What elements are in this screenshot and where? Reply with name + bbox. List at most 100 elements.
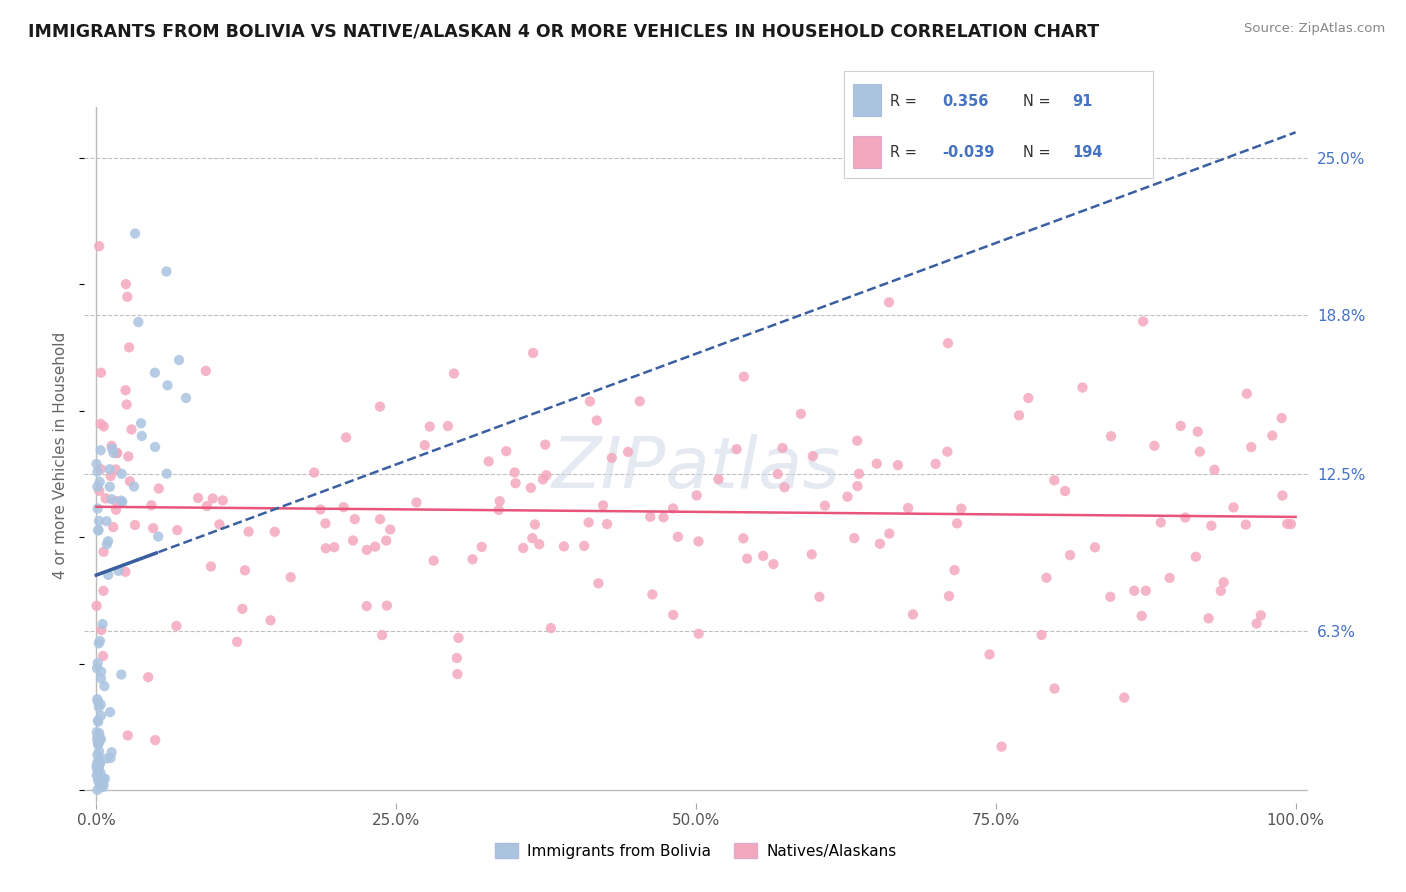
Point: [1071, 380, 1094, 394]
Point: [90, 366, 112, 380]
Point: [90, 623, 112, 637]
Point: [488, 494, 510, 508]
Point: [97, 567, 120, 582]
Point: [503, 466, 526, 480]
Point: [89, 756, 111, 771]
Point: [187, 491, 209, 505]
Text: R =: R =: [890, 145, 917, 161]
Point: [1170, 418, 1192, 433]
Point: [86, 761, 108, 775]
Point: [101, 442, 124, 456]
Point: [1035, 571, 1057, 585]
Point: [1277, 516, 1299, 531]
Point: [688, 626, 710, 640]
Point: [1054, 483, 1077, 498]
Point: [90, 776, 112, 790]
Point: [323, 540, 346, 554]
Text: ZIPatlas: ZIPatlas: [551, 434, 841, 503]
Point: [1130, 609, 1153, 624]
Point: [90, 462, 112, 476]
Point: [90, 665, 112, 679]
Point: [936, 444, 959, 458]
Point: [98, 462, 121, 476]
Point: [309, 502, 332, 516]
Point: [91, 772, 114, 786]
Point: [86, 501, 108, 516]
Text: N =: N =: [1024, 94, 1050, 109]
Text: 91: 91: [1073, 94, 1092, 109]
Point: [208, 517, 231, 532]
Point: [1084, 541, 1107, 555]
Point: [105, 446, 128, 460]
Point: [790, 407, 813, 421]
Point: [89, 483, 111, 498]
Point: [96, 751, 118, 765]
Point: [103, 446, 125, 460]
Point: [735, 551, 758, 566]
Point: [86, 725, 108, 739]
Point: [89, 744, 111, 758]
Point: [866, 457, 889, 471]
Point: [86, 768, 108, 782]
Point: [1240, 440, 1263, 454]
Point: [136, 670, 159, 684]
Point: [87, 737, 110, 751]
Point: [801, 449, 824, 463]
Point: [87, 756, 110, 771]
Point: [105, 502, 128, 516]
Point: [100, 439, 122, 453]
Point: [87, 700, 110, 714]
Point: [167, 353, 190, 368]
Point: [127, 315, 149, 329]
Point: [148, 530, 170, 544]
Point: [90, 672, 112, 686]
Point: [195, 499, 218, 513]
Point: [141, 498, 163, 512]
Point: [86, 764, 108, 779]
Point: [540, 621, 562, 635]
Point: [105, 494, 128, 508]
Point: [86, 480, 108, 494]
Point: [335, 430, 357, 444]
Point: [437, 419, 460, 434]
Point: [315, 541, 337, 556]
Point: [1114, 690, 1136, 705]
Point: [87, 729, 110, 743]
Point: [100, 751, 122, 765]
Point: [950, 501, 973, 516]
Point: [1261, 428, 1284, 442]
Point: [688, 534, 710, 549]
Point: [103, 520, 125, 534]
Point: [86, 732, 108, 747]
Point: [869, 537, 891, 551]
Point: [114, 383, 136, 397]
Point: [93, 778, 115, 792]
Point: [91, 780, 114, 794]
Point: [87, 737, 110, 751]
Point: [238, 524, 260, 539]
Point: [523, 517, 546, 532]
Point: [752, 549, 775, 563]
Point: [772, 441, 794, 455]
Point: [368, 512, 391, 526]
Point: [94, 491, 117, 506]
Point: [90, 443, 112, 458]
Point: [766, 467, 789, 481]
Point: [1209, 583, 1232, 598]
Point: [118, 340, 141, 354]
Point: [194, 364, 217, 378]
Point: [86, 783, 108, 797]
Point: [89, 777, 111, 791]
Point: [512, 541, 534, 555]
Point: [844, 531, 866, 545]
Point: [143, 440, 166, 454]
Point: [662, 501, 685, 516]
Point: [1043, 473, 1066, 487]
Point: [142, 521, 165, 535]
Point: [93, 583, 115, 598]
Point: [143, 733, 166, 747]
Text: 0.356: 0.356: [942, 94, 988, 109]
Point: [174, 391, 197, 405]
Point: [1188, 444, 1211, 458]
Point: [1279, 517, 1302, 532]
